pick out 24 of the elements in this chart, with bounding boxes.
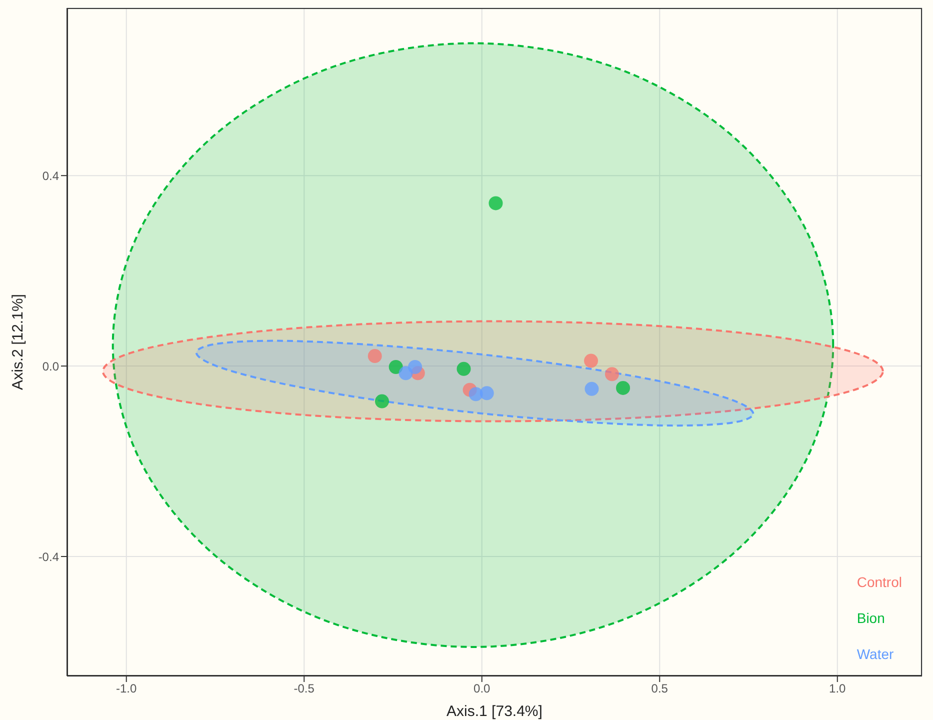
point	[604, 367, 619, 382]
point	[584, 382, 599, 396]
point	[368, 349, 382, 364]
x-tick-label: 1.0	[829, 682, 846, 696]
y-tick-label: 0.0	[42, 359, 60, 374]
text: Control	[856, 574, 902, 590]
point	[616, 380, 630, 395]
y-axis-title: Axis.2 [12.1%]	[9, 294, 26, 390]
x-tick-label: -0.5	[294, 682, 315, 696]
point	[388, 360, 403, 374]
point	[488, 196, 503, 210]
text: Water	[856, 646, 895, 662]
text: Bion	[856, 610, 886, 626]
point	[456, 362, 471, 376]
x-tick-label: 0.0	[474, 682, 491, 696]
point	[584, 354, 598, 368]
y-tick-label: 0.4	[42, 168, 60, 183]
x-tick-label: -1.0	[116, 682, 138, 696]
point	[374, 394, 389, 408]
x-axis-title: Axis.1 [73.4%]	[446, 703, 542, 720]
y-tick-label: -0.4	[38, 550, 60, 564]
point	[408, 360, 422, 374]
x-tick-label: 0.5	[651, 682, 668, 696]
point	[480, 386, 494, 400]
